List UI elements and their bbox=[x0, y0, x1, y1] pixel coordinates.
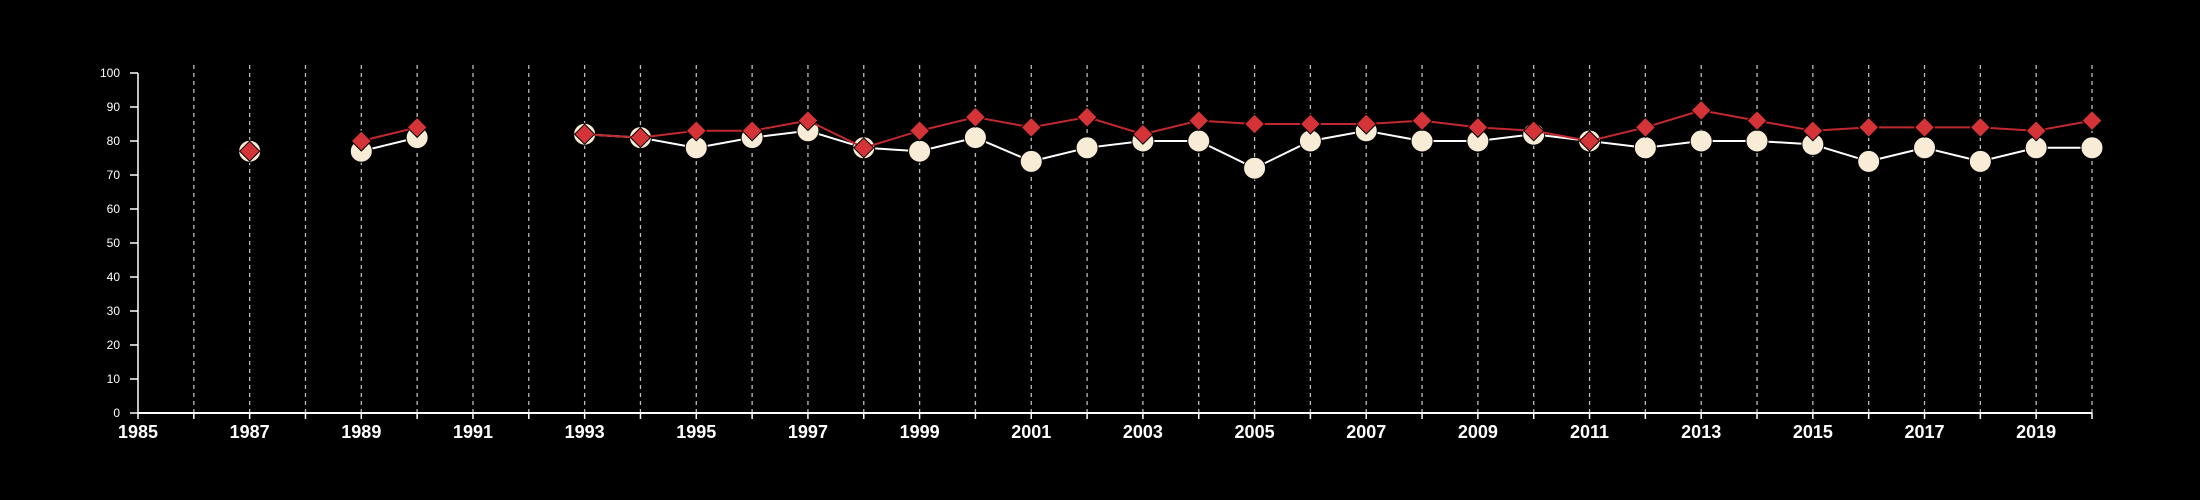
series-line bbox=[584, 109, 2093, 149]
data-point bbox=[908, 120, 931, 142]
data-point bbox=[1857, 149, 1881, 173]
x-tick-label: 1987 bbox=[230, 422, 270, 442]
x-tick-label: 2017 bbox=[1904, 422, 1944, 442]
data-point bbox=[2025, 120, 2047, 142]
x-tick-label: 1993 bbox=[565, 422, 605, 442]
data-point bbox=[1243, 113, 1266, 135]
data-point bbox=[1467, 116, 1489, 139]
data-point bbox=[1633, 136, 1657, 160]
data-point bbox=[1076, 106, 1098, 128]
data-point bbox=[1132, 123, 1154, 145]
x-tick-label: 1985 bbox=[118, 422, 158, 442]
data-point bbox=[1578, 130, 1601, 152]
y-tick-label: 40 bbox=[107, 270, 121, 284]
data-point bbox=[1634, 116, 1657, 139]
data-point bbox=[1746, 109, 1768, 132]
axes: 1985 1987 1989 1991 1993 1995 1997 1999 2001 2003… bbox=[100, 66, 2093, 442]
x-tick-label: 1991 bbox=[453, 422, 493, 442]
series-line bbox=[361, 126, 418, 142]
data-point bbox=[1802, 120, 1824, 142]
x-tick-label: 1995 bbox=[676, 422, 716, 442]
data-point bbox=[1745, 129, 1769, 153]
data-point bbox=[406, 116, 428, 139]
data-point bbox=[1969, 116, 1992, 139]
y-tick-label: 70 bbox=[107, 168, 121, 182]
data-point bbox=[1243, 156, 1267, 180]
data-point bbox=[1020, 116, 1042, 139]
y-tick-label: 50 bbox=[107, 236, 121, 250]
data-point bbox=[629, 126, 652, 149]
x-tick-label: 1989 bbox=[341, 422, 381, 442]
data-point bbox=[1689, 129, 1713, 153]
x-tick-label: 2011 bbox=[1570, 422, 1609, 442]
y-tick-label: 0 bbox=[113, 406, 120, 420]
x-tick-label: 2009 bbox=[1458, 422, 1498, 442]
y-tick-label: 10 bbox=[107, 372, 121, 386]
y-tick-label: 20 bbox=[107, 338, 121, 352]
data-point bbox=[350, 130, 373, 152]
y-tick-label: 80 bbox=[107, 134, 121, 148]
data-point bbox=[908, 139, 932, 163]
x-tick-label: 2013 bbox=[1681, 422, 1721, 442]
data-point bbox=[1188, 109, 1210, 132]
data-point bbox=[1523, 120, 1545, 142]
data-point bbox=[797, 109, 819, 132]
data-point bbox=[1857, 116, 1880, 139]
data-point bbox=[1968, 149, 1992, 173]
data-point bbox=[741, 120, 763, 142]
data-point bbox=[1913, 116, 1936, 139]
data-point bbox=[1355, 113, 1377, 135]
data-point bbox=[573, 123, 596, 145]
x-tick-label: 2003 bbox=[1123, 422, 1163, 442]
y-tick-label: 30 bbox=[107, 304, 121, 318]
x-tick-label: 2005 bbox=[1235, 422, 1275, 442]
y-tick-label: 100 bbox=[100, 66, 120, 80]
data-point bbox=[1075, 136, 1099, 160]
y-tick-label: 90 bbox=[107, 100, 121, 114]
data-point bbox=[1410, 129, 1434, 153]
data-point bbox=[685, 120, 707, 142]
x-tick-label: 2015 bbox=[1793, 422, 1833, 442]
series-1 bbox=[238, 99, 2103, 162]
data-point bbox=[853, 137, 875, 159]
x-tick-label: 1997 bbox=[788, 422, 828, 442]
data-point bbox=[964, 106, 987, 128]
x-tick-label: 2019 bbox=[2016, 422, 2056, 442]
data-point bbox=[1019, 149, 1043, 173]
data-series bbox=[238, 99, 2104, 180]
data-point bbox=[1187, 129, 1211, 153]
data-point bbox=[1299, 113, 1322, 135]
data-point bbox=[2080, 136, 2104, 160]
data-point bbox=[1913, 136, 1937, 160]
data-point bbox=[238, 140, 261, 162]
data-point bbox=[1411, 109, 1433, 132]
x-tick-label: 2007 bbox=[1346, 422, 1386, 442]
x-tick-label: 2001 bbox=[1011, 422, 1051, 442]
y-tick-label: 60 bbox=[107, 202, 121, 216]
series-line bbox=[584, 129, 2092, 170]
x-tick-label: 1999 bbox=[900, 422, 940, 442]
data-point bbox=[2081, 109, 2103, 132]
data-point bbox=[1690, 99, 1712, 122]
data-point bbox=[963, 126, 987, 150]
